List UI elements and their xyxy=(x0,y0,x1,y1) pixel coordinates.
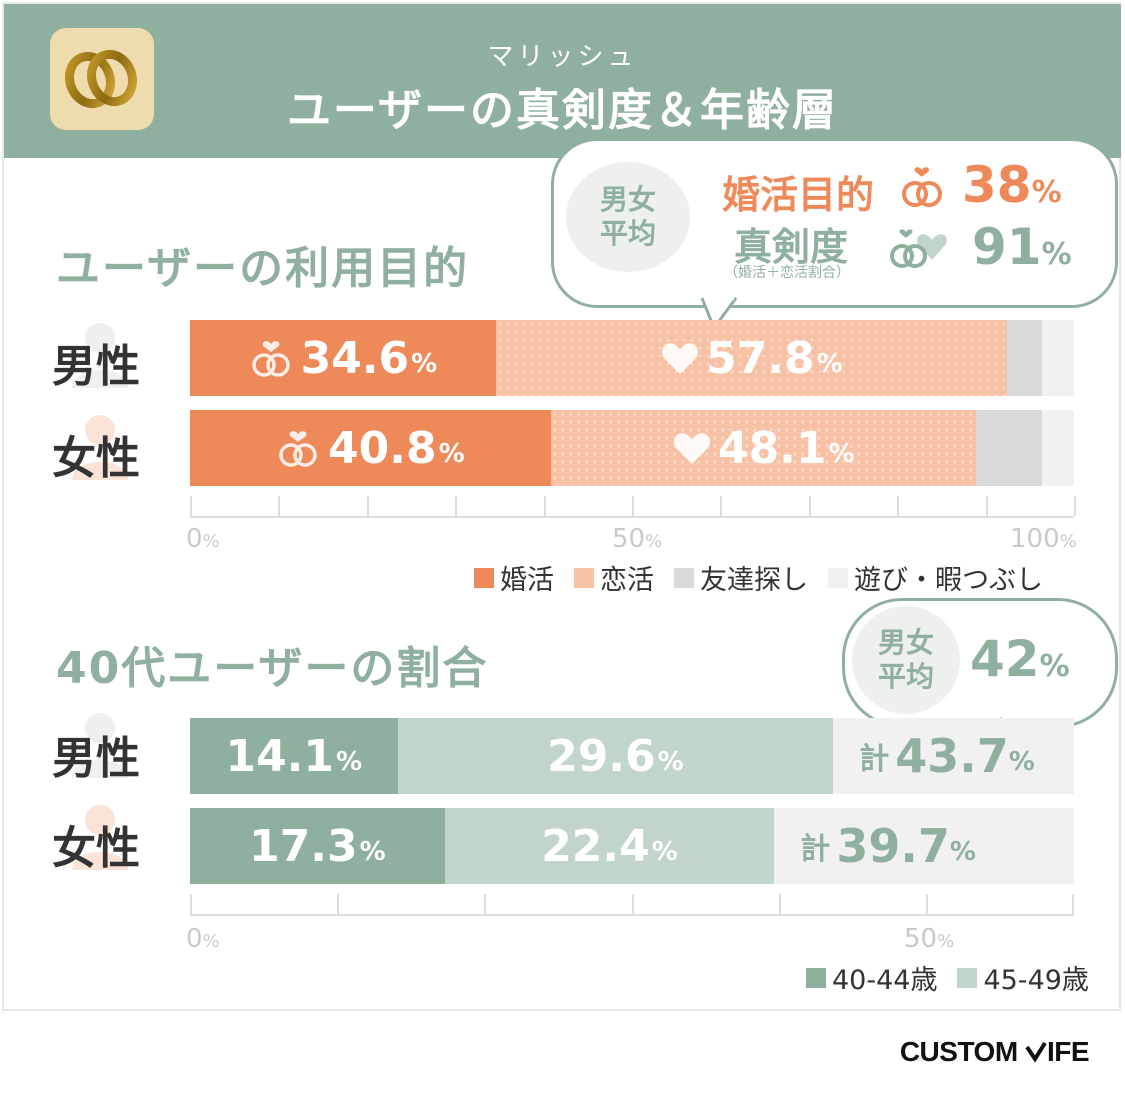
purpose-tick-mark xyxy=(366,496,369,516)
age-section-title: 40代ユーザーの割合 xyxy=(56,643,489,694)
row-label-male-age: 男性 xyxy=(52,733,140,784)
female-person-icon xyxy=(72,415,128,480)
purpose-value-label-0-1: 40.8% xyxy=(190,410,551,486)
purpose-segment-0-0 xyxy=(190,320,496,396)
purpose-segment-1-0 xyxy=(495,320,1007,396)
age-tick-50: 50% xyxy=(904,924,955,954)
age-tick-0: 0% xyxy=(186,924,220,954)
age-segment-0-0 xyxy=(190,718,398,794)
marrish-app-icon xyxy=(50,28,154,130)
purpose-tick-mark xyxy=(278,496,281,516)
seriousness-average-value: 91% xyxy=(972,218,1072,276)
legend-item-40-44: 40-44歳 xyxy=(806,958,937,997)
purpose-value-label-1-0: 57.8% xyxy=(496,320,1007,396)
average-label-1: 男女 xyxy=(599,183,656,216)
purpose-tick-mark xyxy=(897,496,900,516)
purpose-average-value: 38% xyxy=(962,156,1062,214)
brand-check-icon xyxy=(1025,1041,1047,1063)
age-tick-mark xyxy=(190,894,192,914)
average-label-2: 平均 xyxy=(599,217,656,250)
row-label-female-age: 女性 xyxy=(52,823,140,874)
age-average-value: 42% xyxy=(970,630,1070,688)
purpose-legend: 婚活 恋活 友達探し 遊び・暇つぶし xyxy=(474,558,1063,597)
age-average-label-1: 男女 xyxy=(877,626,934,659)
age-value-label-1-0: 29.6% xyxy=(547,730,684,782)
purpose-segment-2-1 xyxy=(975,410,1043,486)
age-value-label-0-0: 14.1% xyxy=(225,730,363,782)
purpose-tick-mark xyxy=(1074,496,1076,516)
age-tick-mark xyxy=(778,894,781,914)
rings-hearts-icon xyxy=(890,229,947,268)
age-total-label-0: 計 43.7% xyxy=(859,729,1035,783)
purpose-label: 婚活目的 xyxy=(722,173,875,217)
seriousness-label: 真剣度 xyxy=(734,225,849,269)
row-label-male-purpose: 男性 xyxy=(52,341,140,392)
age-tick-mark xyxy=(484,894,487,914)
purpose-value-label-1-1: 48.1% xyxy=(551,410,976,486)
age-segment-1-1 xyxy=(444,808,775,884)
age-value-label-1-1: 22.4% xyxy=(541,820,678,872)
age-tick-mark xyxy=(631,894,634,914)
purpose-tick-mark xyxy=(632,496,634,516)
header-title: ユーザーの真剣度＆年齢層 xyxy=(286,85,839,136)
age-average-badge: 男女 平均 xyxy=(852,606,960,714)
age-tick-mark xyxy=(1072,894,1074,914)
purpose-axis xyxy=(190,516,1074,518)
purpose-tick-0: 0% xyxy=(186,524,220,554)
purpose-tick-50: 50% xyxy=(612,524,663,554)
row-label-female-purpose: 女性 xyxy=(52,433,140,484)
purpose-segment-2-0 xyxy=(1006,320,1043,396)
male-person-icon xyxy=(72,323,128,388)
age-bar-female: 17.3% 22.4% 計 39.7% xyxy=(190,808,1074,884)
purpose-tick-mark xyxy=(808,496,811,516)
male-person-icon xyxy=(72,713,128,778)
legend-item-tomodachi: 友達探し xyxy=(674,558,808,597)
rings-heart-icon xyxy=(902,167,942,207)
purpose-tick-mark xyxy=(455,496,458,516)
age-legend: 40-44歳 45-49歳 xyxy=(806,958,1089,997)
legend-item-renkatsu: 恋活 xyxy=(574,558,654,597)
purpose-segment-3-1 xyxy=(1042,410,1074,486)
age-axis xyxy=(190,914,1074,916)
purpose-bar-female: 40.8% 48.1% xyxy=(190,410,1074,486)
age-tick-mark xyxy=(926,894,928,914)
average-badge: 男女 平均 xyxy=(566,162,690,272)
seriousness-note: （婚活＋恋活割合） xyxy=(724,265,850,281)
age-segment-0-1 xyxy=(190,808,445,884)
legend-item-konkatsu: 婚活 xyxy=(474,558,554,597)
purpose-value-label-0-0: 34.6% xyxy=(190,320,496,396)
age-value-label-0-1: 17.3% xyxy=(249,820,386,872)
header-banner xyxy=(4,4,1121,158)
header-subtitle: マリッシュ xyxy=(487,42,638,72)
purpose-segment-3-0 xyxy=(1042,320,1074,396)
purpose-tick-mark xyxy=(720,496,723,516)
age-average-label-2: 平均 xyxy=(877,660,934,693)
age-tick-mark xyxy=(337,894,340,914)
purpose-tick-100: 100% xyxy=(1010,524,1077,554)
purpose-tick-mark xyxy=(985,496,988,516)
purpose-segment-0-1 xyxy=(190,410,551,486)
age-bar-male: 14.1% 29.6% 計 43.7% xyxy=(190,718,1074,794)
brand-logo: CUSTOM IFE xyxy=(899,1036,1090,1067)
female-person-icon xyxy=(72,805,128,870)
age-segment-1-0 xyxy=(397,718,834,794)
purpose-segment-1-1 xyxy=(550,410,976,486)
purpose-section-title: ユーザーの利用目的 xyxy=(56,243,470,294)
purpose-tick-mark xyxy=(190,496,192,516)
age-total-label-1: 計 39.7% xyxy=(800,819,976,873)
legend-item-45-49: 45-49歳 xyxy=(957,958,1089,997)
purpose-tick-mark xyxy=(543,496,546,516)
legend-item-asobi: 遊び・暇つぶし xyxy=(828,558,1043,597)
purpose-bar-male: 34.6% 57.8% xyxy=(190,320,1074,396)
